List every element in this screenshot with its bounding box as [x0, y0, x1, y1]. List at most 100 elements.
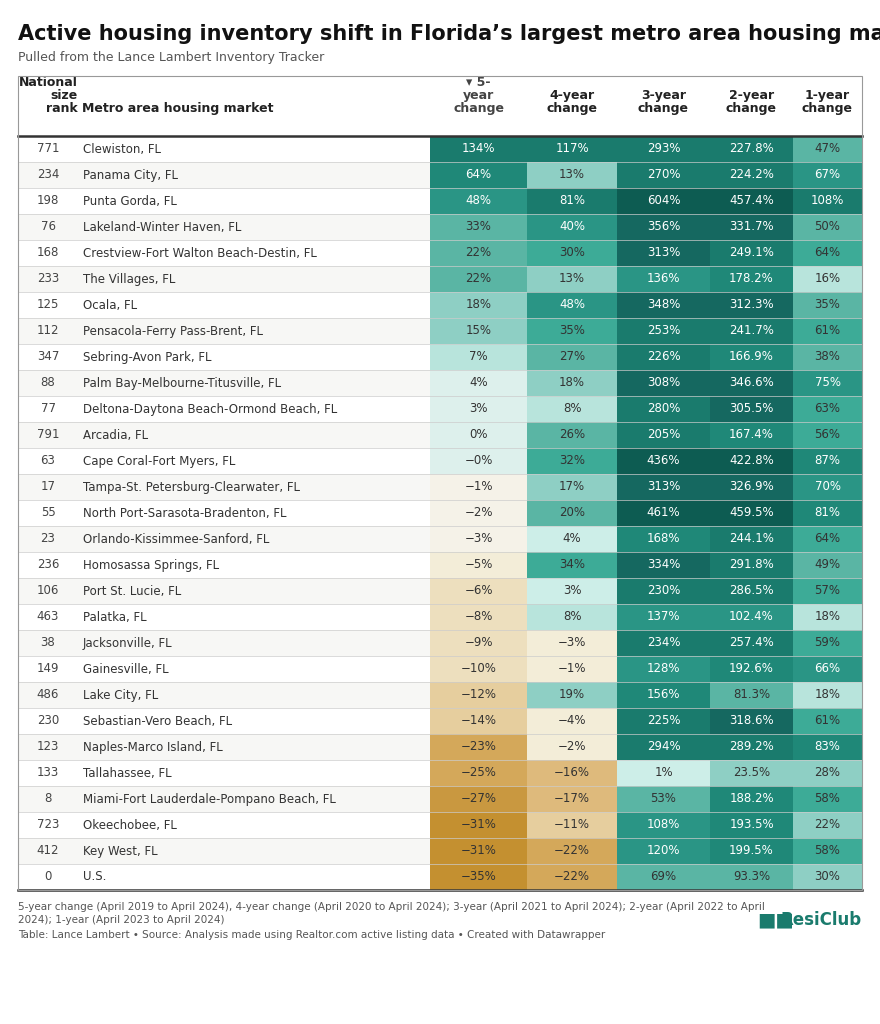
Text: 77: 77	[40, 402, 55, 416]
Bar	[617, 578, 710, 604]
Text: The Villages, FL: The Villages, FL	[83, 272, 175, 286]
Text: 53%: 53%	[650, 793, 677, 806]
Text: 108%: 108%	[647, 818, 680, 831]
Text: 34%: 34%	[559, 558, 585, 571]
Bar	[617, 760, 710, 786]
Bar	[617, 500, 710, 526]
Bar	[527, 656, 617, 682]
Bar	[793, 708, 862, 734]
Text: 253%: 253%	[647, 325, 680, 338]
Text: 38: 38	[40, 637, 55, 649]
Bar	[527, 838, 617, 864]
Bar	[430, 838, 527, 864]
Text: Panama City, FL: Panama City, FL	[83, 169, 178, 181]
Text: 305.5%: 305.5%	[730, 402, 774, 416]
Text: 308%: 308%	[647, 377, 680, 389]
Text: 149: 149	[37, 663, 59, 676]
Text: 8: 8	[44, 793, 52, 806]
Text: U.S.: U.S.	[83, 870, 106, 884]
Bar	[793, 552, 862, 578]
Bar	[793, 682, 862, 708]
Bar	[793, 812, 862, 838]
Bar	[18, 630, 862, 656]
Text: −4%: −4%	[558, 715, 586, 727]
Text: 63: 63	[40, 455, 55, 468]
Text: 193.5%: 193.5%	[730, 818, 774, 831]
Text: 18%: 18%	[559, 377, 585, 389]
Bar	[617, 734, 710, 760]
Text: Tampa-St. Petersburg-Clearwater, FL: Tampa-St. Petersburg-Clearwater, FL	[83, 480, 300, 494]
Text: −22%: −22%	[554, 845, 590, 857]
Bar	[527, 422, 617, 449]
Text: 63%: 63%	[815, 402, 840, 416]
Bar	[793, 526, 862, 552]
Text: 205%: 205%	[647, 428, 680, 441]
Bar	[793, 162, 862, 188]
Text: 5-year change (April 2019 to April 2024), 4-year change (April 2020 to April 202: 5-year change (April 2019 to April 2024)…	[18, 902, 765, 912]
Text: 486: 486	[37, 688, 59, 701]
Text: 457.4%: 457.4%	[730, 195, 774, 208]
Text: 168%: 168%	[647, 532, 680, 546]
Bar	[430, 422, 527, 449]
Bar	[527, 864, 617, 890]
Bar	[617, 526, 710, 552]
Text: 125: 125	[37, 299, 59, 311]
Bar	[527, 604, 617, 630]
Text: 348%: 348%	[647, 299, 680, 311]
Text: 16%: 16%	[814, 272, 840, 286]
Bar	[430, 630, 527, 656]
Text: −10%: −10%	[460, 663, 496, 676]
Bar	[617, 214, 710, 240]
Text: 192.6%: 192.6%	[729, 663, 774, 676]
Text: −0%: −0%	[465, 455, 493, 468]
Bar	[18, 188, 862, 214]
Text: 18%: 18%	[815, 610, 840, 624]
Text: 257.4%: 257.4%	[730, 637, 774, 649]
Bar	[710, 188, 793, 214]
Text: −22%: −22%	[554, 870, 590, 884]
Bar	[793, 266, 862, 292]
Text: 312.3%: 312.3%	[730, 299, 774, 311]
Bar	[430, 708, 527, 734]
Text: 234: 234	[37, 169, 59, 181]
Bar	[617, 630, 710, 656]
Bar	[18, 76, 862, 890]
Bar	[527, 396, 617, 422]
Bar	[18, 422, 862, 449]
Text: −6%: −6%	[465, 585, 493, 597]
Bar	[527, 760, 617, 786]
Text: −31%: −31%	[460, 845, 496, 857]
Bar	[617, 136, 710, 162]
Text: 69%: 69%	[650, 870, 677, 884]
Text: 87%: 87%	[815, 455, 840, 468]
Bar	[527, 162, 617, 188]
Text: 334%: 334%	[647, 558, 680, 571]
Bar	[710, 214, 793, 240]
Bar	[527, 292, 617, 318]
Bar	[617, 396, 710, 422]
Bar	[617, 344, 710, 370]
Text: −12%: −12%	[460, 688, 496, 701]
Text: Homosassa Springs, FL: Homosassa Springs, FL	[83, 558, 219, 571]
Text: 61%: 61%	[814, 325, 840, 338]
Text: Metro area housing market: Metro area housing market	[82, 102, 274, 115]
Text: 106: 106	[37, 585, 59, 597]
Bar	[793, 786, 862, 812]
Text: Miami-Fort Lauderdale-Pompano Beach, FL: Miami-Fort Lauderdale-Pompano Beach, FL	[83, 793, 336, 806]
Bar	[793, 318, 862, 344]
Bar	[430, 370, 527, 396]
Text: 27%: 27%	[559, 350, 585, 364]
Text: 463: 463	[37, 610, 59, 624]
Text: 49%: 49%	[814, 558, 840, 571]
Text: −25%: −25%	[460, 767, 496, 779]
Bar	[18, 864, 862, 890]
Bar	[793, 292, 862, 318]
Bar	[617, 188, 710, 214]
Text: −23%: −23%	[460, 740, 496, 754]
Bar	[527, 812, 617, 838]
Text: 156%: 156%	[647, 688, 680, 701]
Bar	[617, 682, 710, 708]
Text: 26%: 26%	[559, 428, 585, 441]
Text: Palatka, FL: Palatka, FL	[83, 610, 147, 624]
Bar	[710, 240, 793, 266]
